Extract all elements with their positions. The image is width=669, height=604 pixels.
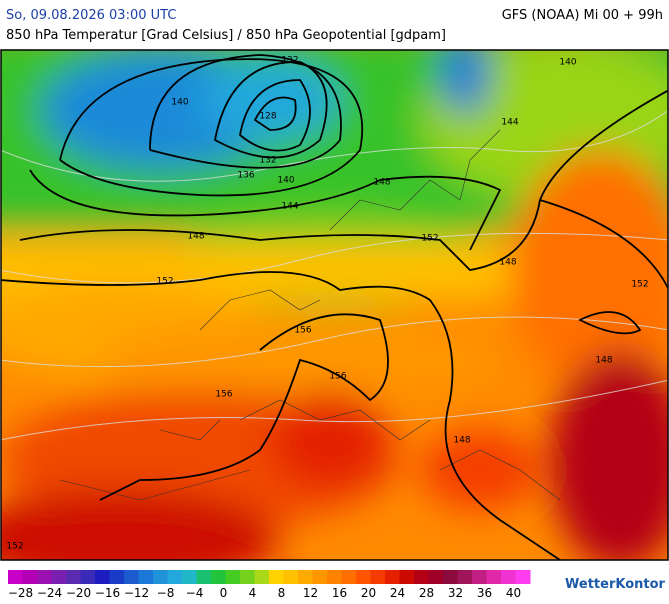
colorbar-swatch: [341, 570, 357, 584]
brand-logo: WetterKontor: [565, 577, 666, 592]
colorbar-swatch: [385, 570, 400, 584]
colorbar-label: 4: [249, 586, 257, 600]
colorbar-label: 24: [390, 586, 405, 600]
contour-label: 148: [187, 232, 204, 242]
contour-label: 152: [631, 280, 648, 290]
colorbar-swatch: [443, 570, 458, 584]
colorbar-swatch: [298, 570, 313, 584]
colorbar-swatch: [225, 570, 241, 584]
colorbar-swatch: [211, 570, 226, 584]
colorbar-swatch: [8, 570, 23, 584]
colorbar-swatch: [515, 570, 531, 584]
colorbar-label: 0: [220, 586, 228, 600]
contour-label: 132: [281, 56, 298, 66]
colorbar-swatch: [196, 570, 212, 584]
contour-label: 152: [6, 542, 23, 552]
contour-label: 128: [259, 112, 276, 122]
map-frame: [0, 49, 669, 561]
colorbar-label: −20: [66, 586, 91, 600]
colorbar-label: −16: [95, 586, 120, 600]
colorbar-swatch: [138, 570, 154, 584]
contour-label: 140: [171, 98, 188, 108]
colorbar-swatch: [472, 570, 487, 584]
colorbar-label: 20: [361, 586, 376, 600]
colorbar-swatch: [327, 570, 342, 584]
colorbar-label: 28: [419, 586, 434, 600]
colorbar-swatch: [182, 570, 197, 584]
contour-label: 156: [215, 390, 232, 400]
colorbar-label: 16: [332, 586, 347, 600]
colorbar-swatch: [22, 570, 38, 584]
colorbar-swatch: [37, 570, 52, 584]
colorbar-label: 32: [448, 586, 463, 600]
model-run: GFS (NOAA) Mi 00 + 99h: [502, 8, 663, 23]
colorbar-label: 12: [303, 586, 318, 600]
contour-label: 148: [453, 436, 470, 446]
contour-label: 140: [559, 58, 576, 68]
colorbar-swatch: [457, 570, 473, 584]
colorbar-label: 8: [278, 586, 286, 600]
colorbar-swatch: [312, 570, 328, 584]
colorbar-label: −4: [186, 586, 204, 600]
colorbar-swatch: [269, 570, 284, 584]
map: [1, 50, 668, 560]
colorbar-swatch: [414, 570, 429, 584]
colorbar-swatch: [428, 570, 444, 584]
contour-label: 152: [156, 277, 173, 287]
colorbar-swatch: [66, 570, 81, 584]
colorbar-label: −24: [37, 586, 62, 600]
colorbar-swatch: [399, 570, 415, 584]
contour-label: 144: [281, 202, 298, 212]
colorbar-swatch: [51, 570, 67, 584]
colorbar-swatch: [109, 570, 125, 584]
colorbar-swatch: [370, 570, 386, 584]
contour-label: 148: [595, 356, 612, 366]
colorbar-label: 36: [477, 586, 492, 600]
contour-label: 144: [501, 118, 518, 128]
map-subtitle: 850 hPa Temperatur [Grad Celsius] / 850 …: [6, 28, 446, 43]
colorbar-swatch: [501, 570, 516, 584]
colorbar-swatch: [153, 570, 168, 584]
contour-label: 148: [499, 258, 516, 268]
colorbar-swatch: [80, 570, 96, 584]
colorbar-swatch: [283, 570, 299, 584]
contour-label: 156: [329, 372, 346, 382]
colorbar-label: −12: [124, 586, 149, 600]
colorbar-swatch: [356, 570, 371, 584]
valid-time: So, 09.08.2026 03:00 UTC: [6, 8, 176, 23]
contour-label: 136: [237, 171, 254, 181]
colorbar-label: 40: [506, 586, 521, 600]
colorbar-swatch: [167, 570, 183, 584]
colorbar-swatch: [486, 570, 502, 584]
contour-label: 152: [421, 234, 438, 244]
colorbar-swatch: [254, 570, 270, 584]
contour-label: 132: [259, 156, 276, 166]
colorbar-swatch: [240, 570, 255, 584]
colorbar-label: −28: [8, 586, 33, 600]
contour-label: 148: [373, 178, 390, 188]
colorbar-label: −8: [157, 586, 175, 600]
colorbar-swatch: [95, 570, 110, 584]
contour-label: 140: [277, 176, 294, 186]
contour-label: 156: [294, 326, 311, 336]
colorbar-swatch: [124, 570, 139, 584]
